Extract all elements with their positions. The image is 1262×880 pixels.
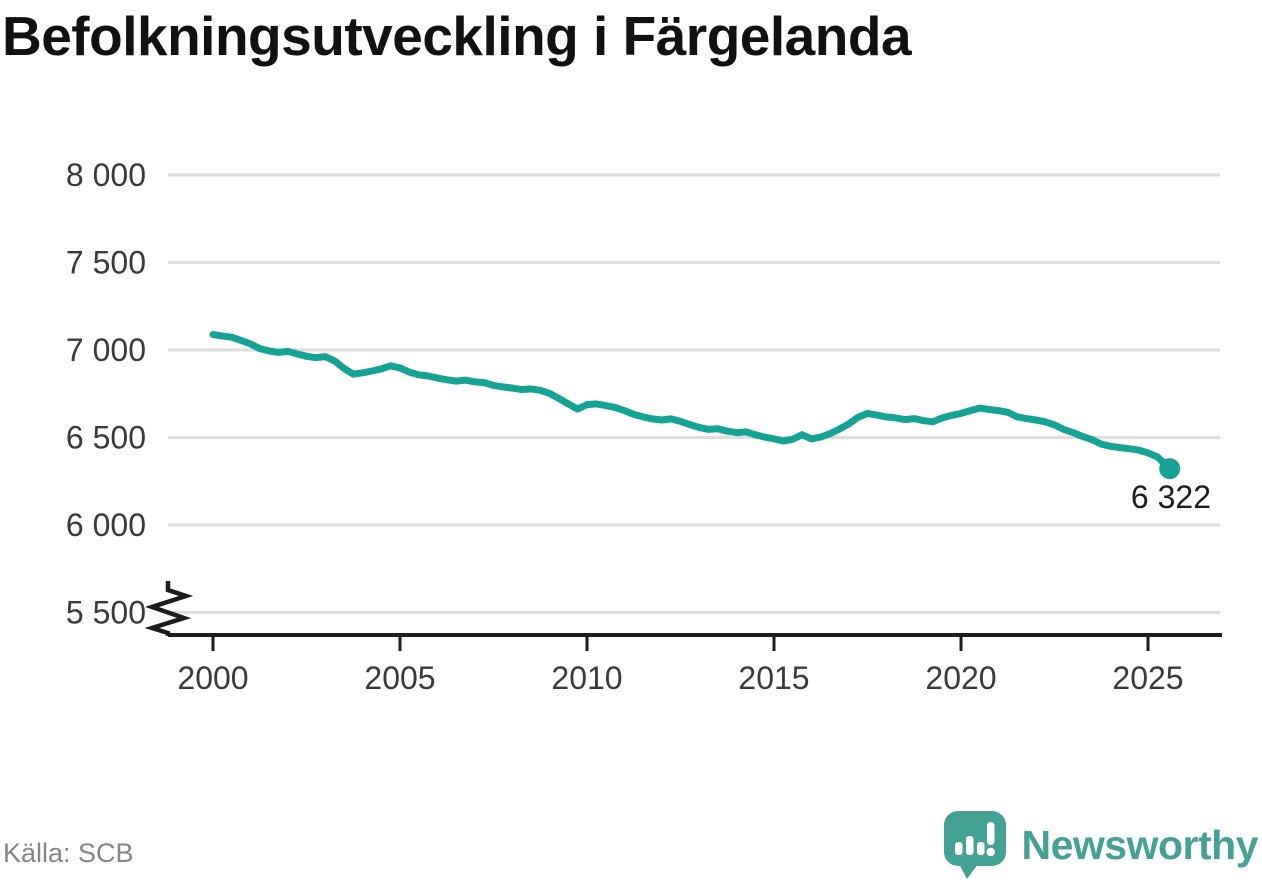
population-line — [209, 331, 1174, 473]
y-tick-label: 6 000 — [66, 507, 146, 543]
y-axis-break-icon — [144, 581, 194, 636]
source-label: Källa: SCB — [3, 838, 134, 868]
x-tick-label: 2010 — [551, 660, 622, 696]
x-tick-label: 2020 — [925, 660, 996, 696]
end-value-label: 6 322 — [1131, 479, 1211, 515]
chart-title: Befolkningsutveckling i Färgelanda — [2, 5, 912, 67]
newsworthy-logo-text: Newsworthy — [1021, 821, 1259, 868]
newsworthy-brand: Newsworthy — [942, 810, 1259, 880]
y-tick-label: 6 500 — [66, 420, 146, 456]
y-tick-label: 5 500 — [66, 595, 146, 631]
x-tick-label: 2015 — [738, 660, 809, 696]
y-tick-label: 7 000 — [66, 332, 146, 368]
x-tick-label: 2025 — [1112, 660, 1183, 696]
y-tick-label: 8 000 — [66, 157, 146, 193]
x-tick-label: 2005 — [364, 660, 435, 696]
newsworthy-logo-icon — [943, 811, 1006, 879]
end-point-marker — [1159, 458, 1181, 480]
x-tick-label: 2000 — [177, 660, 248, 696]
y-tick-label: 7 500 — [66, 245, 146, 281]
